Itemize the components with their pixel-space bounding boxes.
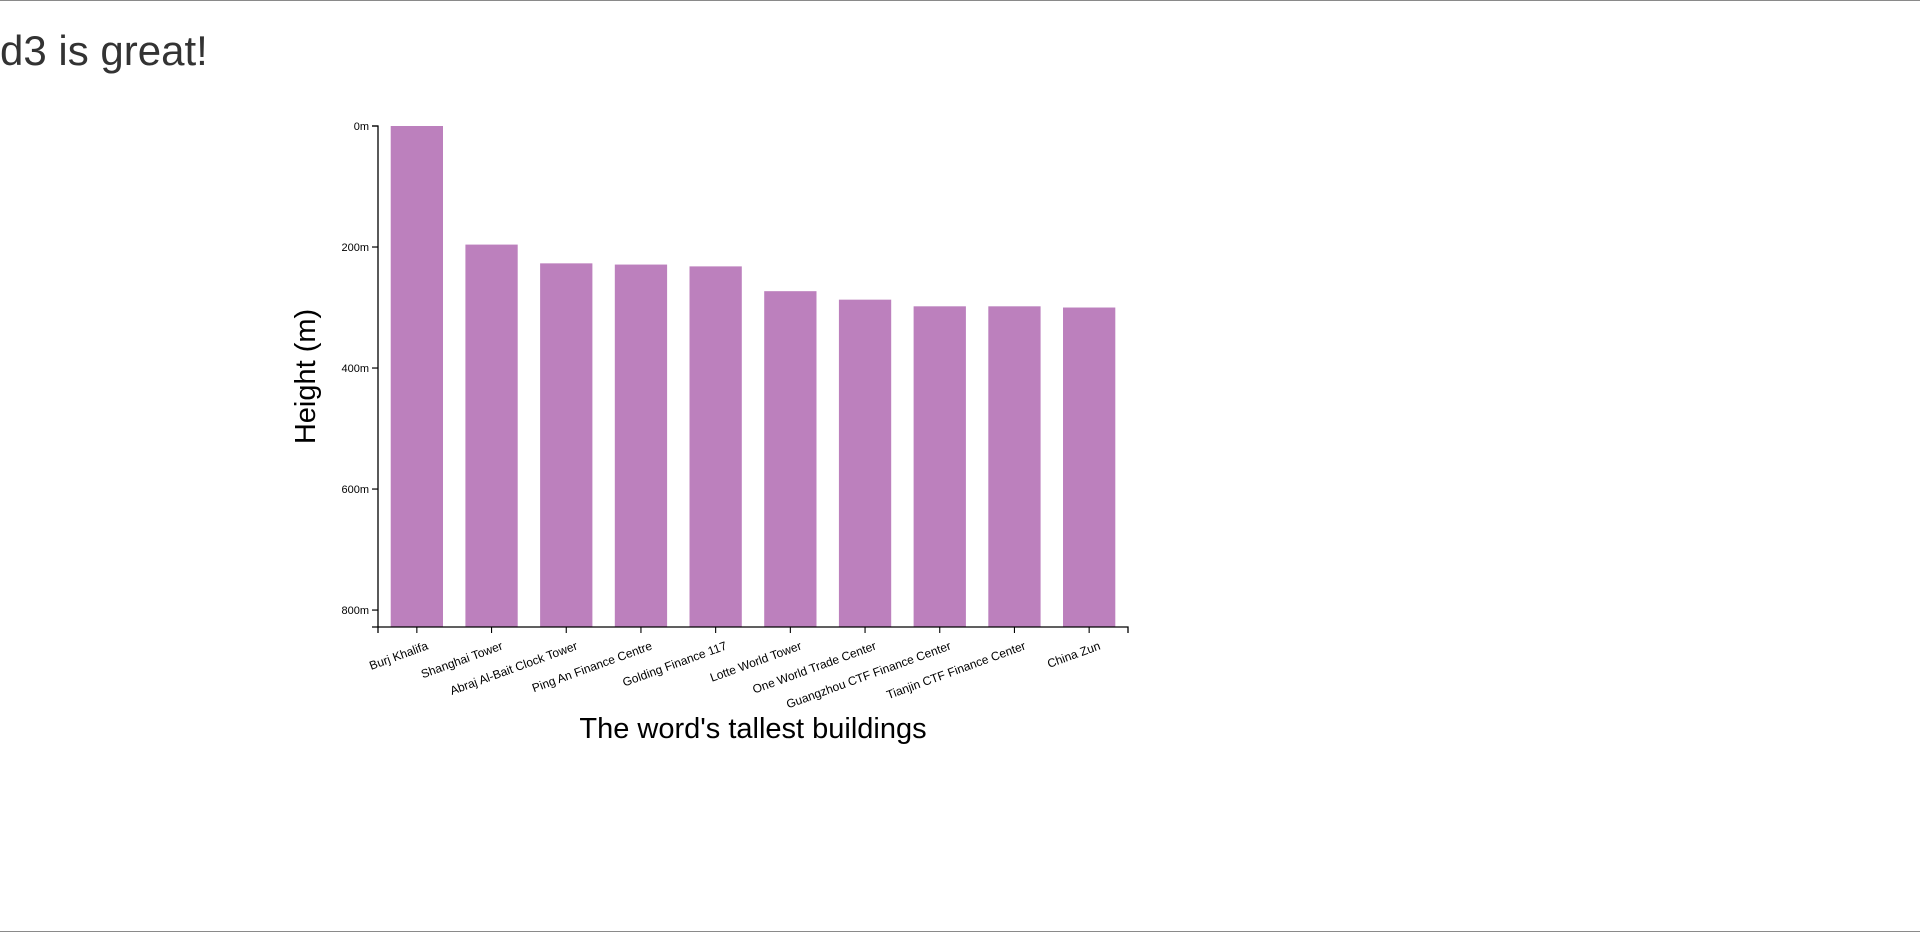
bar-2 xyxy=(540,263,593,627)
page-title: d3 is great! xyxy=(0,27,208,74)
x-tick-label-8: Tianjin CTF Finance Center xyxy=(885,639,1028,702)
bars-group xyxy=(390,126,1116,627)
y-axis-line xyxy=(372,125,379,628)
y-tick-label-2: 400m xyxy=(341,363,369,375)
bar-1 xyxy=(465,244,518,627)
y-tick-label-3: 600m xyxy=(341,484,369,496)
x-tick-label-9: China Zun xyxy=(1045,639,1102,671)
bar-9 xyxy=(1063,307,1116,627)
y-tick-label-1: 200m xyxy=(341,242,369,254)
y-axis-title: Height (m) xyxy=(290,309,322,444)
x-tick-label-2: Abraj Al-Bait Clock Tower xyxy=(448,639,579,698)
bar-3 xyxy=(614,264,668,627)
bar-6 xyxy=(838,299,892,627)
bar-4 xyxy=(689,266,742,627)
bar-5 xyxy=(764,291,817,627)
x-axis-line xyxy=(377,626,1129,633)
y-tick-label-4: 800m xyxy=(341,605,369,617)
y-axis: 0m 200m 400m 600m 800m xyxy=(341,121,379,628)
bar-0 xyxy=(390,126,443,627)
x-axis-title: The word's tallest buildings xyxy=(579,713,926,745)
y-tick-label-0: 0m xyxy=(354,121,369,133)
bar-7 xyxy=(913,306,966,627)
bar-8 xyxy=(988,306,1041,627)
